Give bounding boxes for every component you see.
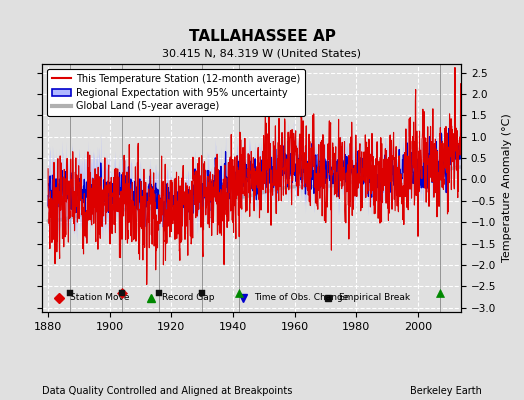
Text: Berkeley Earth: Berkeley Earth [410, 386, 482, 396]
Text: 30.415 N, 84.319 W (United States): 30.415 N, 84.319 W (United States) [162, 48, 362, 58]
Legend: This Temperature Station (12-month average), Regional Expectation with 95% uncer: This Temperature Station (12-month avera… [47, 69, 305, 116]
Text: Data Quality Controlled and Aligned at Breakpoints: Data Quality Controlled and Aligned at B… [42, 386, 292, 396]
Y-axis label: Temperature Anomaly (°C): Temperature Anomaly (°C) [502, 114, 512, 262]
Text: TALLAHASSEE AP: TALLAHASSEE AP [189, 29, 335, 44]
